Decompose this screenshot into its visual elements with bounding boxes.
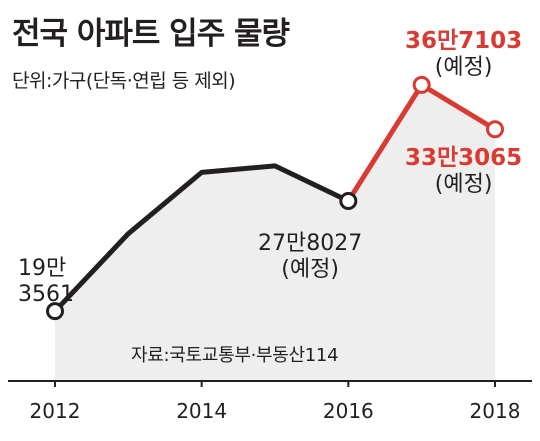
label-2012: 19만 3561 xyxy=(18,256,74,308)
x-tick-label-2012: 2012 xyxy=(30,399,81,423)
label-2018-note: (예정) xyxy=(434,172,493,198)
x-tick-label-2018: 2018 xyxy=(470,399,521,423)
label-2018-value: 33만3065 xyxy=(405,145,523,171)
point-2017 xyxy=(412,75,431,94)
label-2017-note: (예정) xyxy=(434,55,493,81)
label-2016: 27만8027 (예정) xyxy=(258,231,362,283)
label-2017: 36만7103 (예정) xyxy=(405,28,522,81)
label-2012-line1: 19만 xyxy=(18,256,67,281)
label-2018: 33만3065 (예정) xyxy=(405,145,522,198)
point-2018 xyxy=(486,120,504,139)
unit-note: 단위:가구(단독·연립 등 제외) xyxy=(12,70,236,92)
point-2016 xyxy=(339,192,358,211)
x-tick-label-2016: 2016 xyxy=(323,399,374,423)
label-2016-note: (예정) xyxy=(281,256,339,282)
source-note: 자료:국토교통부·부동산114 xyxy=(131,345,339,366)
label-2016-value: 27만8027 xyxy=(258,231,363,256)
label-2012-line2: 3561 xyxy=(18,281,74,307)
series-line-actual xyxy=(52,163,351,314)
chart-title: 전국 아파트 입주 물량 xyxy=(12,16,290,52)
label-2017-value: 36만7103 xyxy=(405,28,523,54)
point-2012 xyxy=(46,302,64,321)
x-tick-label-2014: 2014 xyxy=(176,399,227,423)
area-fill xyxy=(55,84,495,381)
